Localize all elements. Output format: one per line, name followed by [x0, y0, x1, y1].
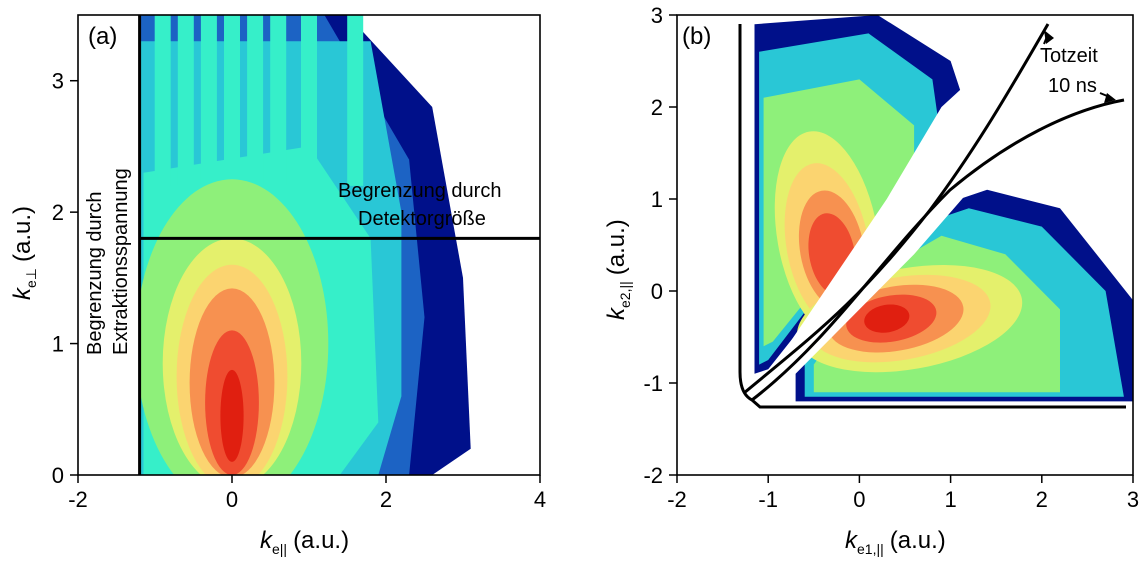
panel-a-hline-annotation-1: Begrenzung durch [338, 180, 501, 202]
panel-a-ytick-label-3: 3 [52, 69, 64, 94]
panel-b-ylabel: ke2,||(a.u.) [603, 219, 633, 320]
panel-a-vline-annotation-2: Extraktionsspannung [110, 168, 132, 355]
panel-b-contour-level-8 [864, 304, 910, 333]
panel-b-heatmap [750, 15, 1133, 402]
panel-b-label: (b) [682, 23, 711, 50]
panel-b-arrow-head-2 [1104, 93, 1116, 103]
panel-b-xtick-label-5: 3 [1127, 487, 1139, 512]
panel-b-xlabel: ke1,|| (a.u.) [845, 527, 946, 557]
panel-b-xtick-label-0: -2 [667, 487, 687, 512]
panel-a-xtick-label-2: 2 [380, 487, 392, 512]
panel-a-ylabel: ke⊥(a.u.) [9, 206, 39, 300]
panel-b-ytick-label-5: 3 [651, 3, 663, 28]
panel-a-xtick-label-3: 4 [534, 487, 546, 512]
panel-b-xtick-label-4: 2 [1036, 487, 1048, 512]
panel-a-ytick-label-1: 1 [52, 332, 64, 357]
panel-b-ticks: -2 -1 0 1 2 3 -2 -1 0 1 2 3 [643, 3, 1139, 512]
panel-b-ytick-label-0: -2 [643, 463, 663, 488]
panel-b: Totzeit 10 ns -2 -1 0 1 2 3 -2 -1 0 1 2 3 (b) ke1,|… [603, 3, 1139, 557]
panel-a-stripe-4 [247, 15, 264, 186]
panel-a-stripe-6 [301, 15, 317, 186]
panel-b-deadtime-gap [750, 15, 1070, 402]
panel-a-stripe-0 [154, 15, 171, 186]
panel-a-xtick-label-0: -2 [68, 487, 88, 512]
panel-a-ytick-label-2: 2 [52, 200, 64, 225]
panel-a-ytick-label-0: 0 [52, 463, 64, 488]
panel-a-label: (a) [88, 23, 117, 50]
panel-b-xtick-label-2: 0 [853, 487, 865, 512]
panel-b-arrow-head-1 [1044, 30, 1054, 44]
panel-b-xtick-label-3: 1 [944, 487, 956, 512]
panel-b-deadtime-annotation-1: Totzeit [1040, 45, 1098, 67]
panel-b-ytick-label-1: -1 [643, 371, 663, 396]
panel-a-xlabel: ke|| (a.u.) [260, 527, 349, 557]
panel-a-empty-region [78, 15, 140, 475]
panel-a-stripe-1 [177, 15, 194, 186]
panel-a-xtick-label-1: 0 [226, 487, 238, 512]
panel-a-frame [77, 14, 541, 476]
panel-a-hline-annotation-2: Detektorgröße [358, 208, 486, 230]
panel-b-deadtime-annotation-2: 10 ns [1048, 75, 1097, 97]
panel-a-stripe-5 [270, 15, 287, 186]
panel-b-frame [676, 14, 1134, 476]
panel-a-stripe-2 [200, 15, 217, 186]
panel-a-stripe-7 [347, 15, 364, 186]
panel-b-xtick-label-1: -1 [758, 487, 778, 512]
panel-b-ytick-label-3: 1 [651, 187, 663, 212]
panel-a-vline-annotation-1: Begrenzung durch [84, 192, 106, 355]
panel-a-contour-level-5 [220, 369, 244, 462]
panel-a-stripe-3 [224, 15, 240, 186]
panel-b-ytick-label-4: 2 [651, 95, 663, 120]
panel-b-ytick-label-2: 0 [651, 279, 663, 304]
panel-b-deadtime-curve-2 [751, 98, 1125, 402]
panel-a-heatmap [78, 15, 471, 475]
